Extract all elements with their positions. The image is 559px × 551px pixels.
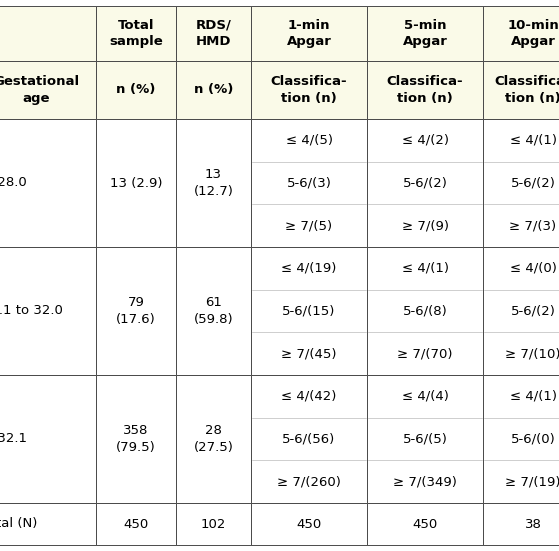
Text: 5-6/(2): 5-6/(2) [510,305,556,317]
Text: ≥ 7/(349): ≥ 7/(349) [393,475,457,488]
Text: ≤ 4/(1): ≤ 4/(1) [509,390,557,403]
Text: 358
(79.5): 358 (79.5) [116,424,156,454]
Text: Classifica-
tion (n): Classifica- tion (n) [387,75,463,105]
Text: 28.1 to 32.0: 28.1 to 32.0 [0,305,63,317]
Text: 5-6/(56): 5-6/(56) [282,433,335,446]
Text: ≥ 7/(260): ≥ 7/(260) [277,475,341,488]
Bar [483,6,559,61]
Text: 1-min
Apgar: 1-min Apgar [287,19,331,48]
Text: ≥ 7/(9): ≥ 7/(9) [401,219,448,232]
Text: 61
(59.8): 61 (59.8) [193,296,233,326]
Text: ≤ 4/(5): ≤ 4/(5) [286,134,333,147]
Bar [367,503,483,545]
Bar [483,503,559,545]
Text: 38: 38 [524,517,542,531]
Text: 79
(17.6): 79 (17.6) [116,296,156,326]
Bar [483,61,559,119]
Text: Total (N): Total (N) [0,517,37,531]
Text: 5-6/(3): 5-6/(3) [287,176,331,190]
Text: ≥ 7/(5): ≥ 7/(5) [286,219,333,232]
Bar [96,6,176,61]
Text: 450: 450 [296,517,321,531]
Text: 5-6/(2): 5-6/(2) [510,176,556,190]
Text: ≥ 7/(19): ≥ 7/(19) [505,475,559,488]
Bar [251,247,367,375]
Bar [367,247,483,375]
Bar [367,61,483,119]
Bar [483,247,559,375]
Text: Classifica-
tion (n): Classifica- tion (n) [495,75,559,105]
Bar [0,61,96,119]
Text: ≥ 7/(10): ≥ 7/(10) [505,347,559,360]
Bar [251,375,367,503]
Text: 5-6/(5): 5-6/(5) [402,433,447,446]
Text: 10-min
Apgar: 10-min Apgar [507,19,559,48]
Text: ≤ 4/(42): ≤ 4/(42) [281,390,337,403]
Text: ≤ 4/(0): ≤ 4/(0) [510,262,556,275]
Bar [0,503,96,545]
Bar [96,119,176,247]
Text: 28
(27.5): 28 (27.5) [193,424,234,454]
Text: 5-6/(0): 5-6/(0) [510,433,556,446]
Text: ≤ 4/(1): ≤ 4/(1) [509,134,557,147]
Text: 5-6/(8): 5-6/(8) [402,305,447,317]
Bar [176,61,251,119]
Bar [251,61,367,119]
Bar [176,119,251,247]
Text: 5-6/(2): 5-6/(2) [402,176,447,190]
Bar [483,119,559,247]
Bar [0,375,96,503]
Text: RDS/
HMD: RDS/ HMD [196,19,231,48]
Text: ≥ 32.1: ≥ 32.1 [0,433,27,446]
Bar [176,247,251,375]
Bar [96,247,176,375]
Text: 450: 450 [413,517,438,531]
Bar [96,375,176,503]
Text: Classifica-
tion (n): Classifica- tion (n) [271,75,347,105]
Text: 13
(12.7): 13 (12.7) [193,168,234,198]
Bar [96,61,176,119]
Text: 102: 102 [201,517,226,531]
Text: ≥ 7/(70): ≥ 7/(70) [397,347,453,360]
Text: n (%): n (%) [116,84,156,96]
Text: 5-6/(15): 5-6/(15) [282,305,336,317]
Text: ≥ 7/(45): ≥ 7/(45) [281,347,337,360]
Bar [176,375,251,503]
Text: ≥ 7/(3): ≥ 7/(3) [509,219,557,232]
Bar [251,503,367,545]
Text: Total
sample: Total sample [109,19,163,48]
Text: Gestational
age: Gestational age [0,75,79,105]
Bar [367,375,483,503]
Text: 13 (2.9): 13 (2.9) [110,176,162,190]
Bar [251,119,367,247]
Bar [0,119,96,247]
Text: ≤ 4/(4): ≤ 4/(4) [401,390,448,403]
Text: ≤ 4/(1): ≤ 4/(1) [401,262,448,275]
Bar [0,247,96,375]
Bar [367,6,483,61]
Bar [483,375,559,503]
Text: ≤ 4/(19): ≤ 4/(19) [281,262,337,275]
Bar [0,6,96,61]
Text: 450: 450 [124,517,149,531]
Text: ≤ 28.0: ≤ 28.0 [0,176,27,190]
Text: ≤ 4/(2): ≤ 4/(2) [401,134,448,147]
Text: 5-min
Apgar: 5-min Apgar [402,19,447,48]
Bar [176,503,251,545]
Bar [251,6,367,61]
Bar [176,6,251,61]
Text: n (%): n (%) [194,84,233,96]
Bar [367,119,483,247]
Bar [96,503,176,545]
